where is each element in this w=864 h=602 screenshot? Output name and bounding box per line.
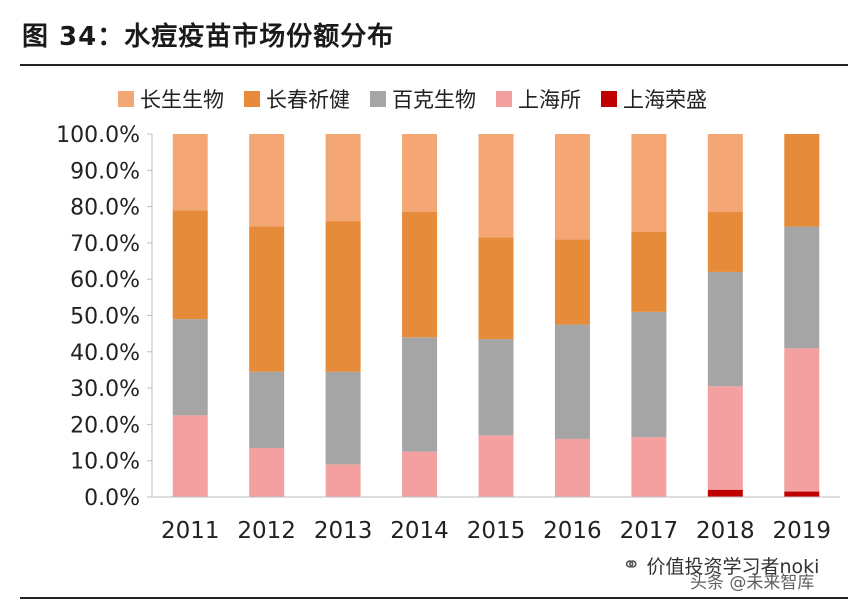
watermark: ⚭ 价值投资学习者noki bbox=[622, 552, 819, 579]
legend-item-shanghaisuo: 上海所 bbox=[496, 84, 581, 114]
legend-label-rongsheng: 上海荣盛 bbox=[623, 88, 707, 112]
watermark-sub: 头条 @未来智库 bbox=[690, 573, 815, 593]
y-tick-label: 50.0% bbox=[70, 305, 140, 330]
x-tick-label: 2011 bbox=[161, 518, 220, 544]
y-tick-label: 30.0% bbox=[70, 377, 140, 402]
bar-segment bbox=[631, 134, 667, 233]
legend-label-changchun: 长春祈健 bbox=[266, 88, 350, 112]
bar-segment bbox=[249, 371, 285, 448]
x-tick-label: 2012 bbox=[237, 518, 296, 544]
legend-item-changsheng: 长生生物 bbox=[118, 84, 224, 114]
bar-segment bbox=[631, 437, 667, 497]
legend: 长生生物 长春祈健 百克生物 上海所 上海荣盛 bbox=[118, 84, 707, 114]
y-tick-label: 10.0% bbox=[70, 450, 140, 475]
legend-label-shanghaisuo: 上海所 bbox=[518, 88, 581, 112]
bar-segment bbox=[402, 451, 438, 497]
bar-segment bbox=[325, 134, 361, 222]
x-tick-label: 2013 bbox=[314, 518, 373, 544]
bar-segment bbox=[478, 237, 514, 340]
bar-segment bbox=[249, 134, 285, 227]
bar-segment bbox=[707, 212, 743, 272]
bar-segment bbox=[325, 221, 361, 372]
bar-segment bbox=[784, 491, 820, 497]
legend-swatch-rongsheng bbox=[601, 91, 617, 107]
bottom-divider bbox=[20, 597, 848, 599]
legend-swatch-changchun bbox=[244, 91, 260, 107]
legend-swatch-baike bbox=[370, 91, 386, 107]
y-tick-label: 90.0% bbox=[70, 159, 140, 184]
bar-segment bbox=[478, 435, 514, 497]
bar-segment bbox=[402, 134, 438, 213]
legend-swatch-shanghaisuo bbox=[496, 91, 512, 107]
x-tick-label: 2019 bbox=[773, 518, 832, 544]
wechat-icon: ⚭ bbox=[622, 553, 641, 578]
bar-segment bbox=[478, 134, 514, 238]
y-tick-label: 40.0% bbox=[70, 341, 140, 366]
bar-segment bbox=[172, 415, 208, 497]
top-divider bbox=[20, 64, 848, 66]
y-tick-label: 20.0% bbox=[70, 413, 140, 438]
y-tick-label: 70.0% bbox=[70, 232, 140, 257]
bar-segment bbox=[172, 134, 208, 211]
bar-segment bbox=[554, 239, 590, 325]
bar-segment bbox=[554, 438, 590, 497]
legend-label-changsheng: 长生生物 bbox=[140, 88, 224, 112]
x-tick-label: 2015 bbox=[467, 518, 526, 544]
bar-segment bbox=[707, 134, 743, 213]
bar-segment bbox=[554, 134, 590, 240]
bar-segment bbox=[249, 447, 285, 497]
bar-segment bbox=[784, 226, 820, 349]
bar-segment bbox=[325, 464, 361, 497]
bar-segment bbox=[172, 319, 208, 416]
y-tick-label: 80.0% bbox=[70, 196, 140, 221]
y-tick-label: 0.0% bbox=[84, 486, 140, 511]
x-tick-label: 2017 bbox=[620, 518, 679, 544]
bar-segment bbox=[631, 311, 667, 438]
legend-swatch-changsheng bbox=[118, 91, 134, 107]
bar-segment bbox=[784, 348, 820, 492]
y-tick-label: 60.0% bbox=[70, 268, 140, 293]
bar-segment bbox=[249, 226, 285, 372]
page-title: 图 34：水痘疫苗市场份额分布 bbox=[22, 22, 395, 52]
x-tick-label: 2018 bbox=[696, 518, 755, 544]
bar-segment bbox=[325, 371, 361, 465]
y-tick-label: 100.0% bbox=[56, 123, 140, 148]
x-tick-label: 2014 bbox=[390, 518, 449, 544]
bar-segment bbox=[172, 210, 208, 320]
bar-segment bbox=[707, 489, 743, 497]
legend-label-baike: 百克生物 bbox=[392, 88, 476, 112]
bar-segment bbox=[402, 337, 438, 452]
legend-item-baike: 百克生物 bbox=[370, 84, 476, 114]
bar-segment bbox=[707, 386, 743, 490]
x-tick-label: 2016 bbox=[543, 518, 602, 544]
bar-segment bbox=[478, 339, 514, 436]
watermark-main: 价值投资学习者noki bbox=[646, 556, 820, 578]
bar-segment bbox=[402, 212, 438, 338]
legend-item-changchun: 长春祈健 bbox=[244, 84, 350, 114]
bar-segment bbox=[707, 271, 743, 387]
bar-segment bbox=[554, 324, 590, 439]
bar-segment bbox=[631, 232, 667, 312]
bar-segment bbox=[784, 134, 820, 227]
legend-item-rongsheng: 上海荣盛 bbox=[601, 84, 707, 114]
